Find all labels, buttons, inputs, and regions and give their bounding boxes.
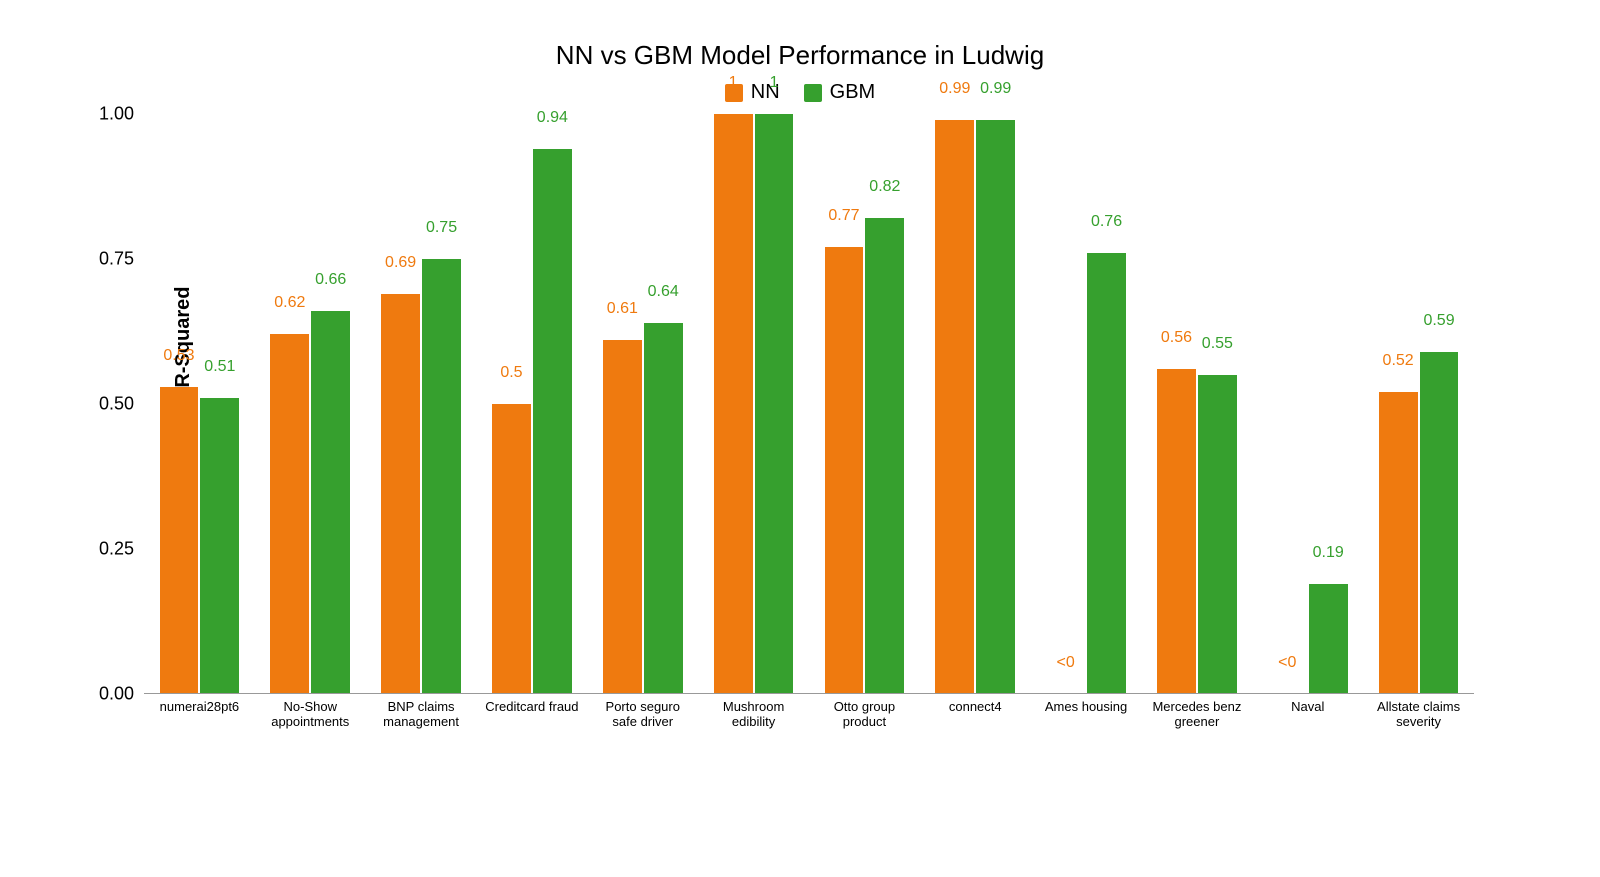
bar-gbm (1087, 253, 1126, 694)
bar-value-label: 0.52 (1383, 352, 1414, 370)
bar-value-label: 0.59 (1423, 312, 1454, 330)
bar-value-label: 0.77 (828, 207, 859, 225)
bar-value-label: 0.76 (1091, 213, 1122, 231)
bar-gbm (200, 398, 239, 694)
legend-label: GBM (830, 81, 876, 104)
x-tick-label: Creditcard fraud (485, 700, 578, 715)
bar-value-label: 0.5 (500, 364, 522, 382)
x-tick-label: Ames housing (1045, 700, 1127, 715)
bar-value-label: 0.55 (1202, 335, 1233, 353)
bar-value-label: 0.99 (980, 80, 1011, 98)
bar-nn (492, 404, 531, 694)
bar-value-label: 0.56 (1161, 329, 1192, 347)
x-tick-label: Allstate claims severity (1377, 700, 1460, 730)
y-tick-label: 0.75 (99, 249, 144, 270)
bar-value-label: 0.19 (1313, 544, 1344, 562)
bar-nn (825, 247, 864, 694)
bar-gbm (1198, 375, 1237, 694)
bar-gbm (644, 323, 683, 694)
bar-nn (714, 114, 753, 694)
legend-swatch (804, 84, 822, 102)
legend: NNGBM (80, 81, 1520, 104)
bar-nn (935, 120, 974, 694)
bar-value-label: 0.99 (939, 80, 970, 98)
bar-gbm (865, 218, 904, 694)
x-tick-label: BNP claims management (383, 700, 459, 730)
bar-nn (381, 294, 420, 694)
bar-value-label: 0.51 (204, 358, 235, 376)
legend-item-gbm: GBM (804, 81, 876, 104)
bar-nn (160, 387, 199, 694)
plot-area: Accuracy/ROC AUC/R-Squared 0.530.510.620… (80, 114, 1474, 754)
bar-value-label: 0.94 (537, 109, 568, 127)
x-tick-label: Naval (1291, 700, 1324, 715)
bar-value-label: 1 (729, 74, 738, 92)
bar-value-label: <0 (1057, 654, 1075, 672)
bar-gbm (311, 311, 350, 694)
bar-nn (270, 334, 309, 694)
bar-gbm (976, 120, 1015, 694)
bar-value-label: 0.75 (426, 219, 457, 237)
bar-value-label: 1 (770, 74, 779, 92)
y-tick-label: 1.00 (99, 104, 144, 125)
plot-inner: 0.530.510.620.660.690.750.50.940.610.641… (144, 114, 1474, 694)
bar-gbm (533, 149, 572, 694)
x-tick-label: connect4 (949, 700, 1002, 715)
x-tick-label: Mercedes benz greener (1152, 700, 1241, 730)
x-tick-label: numerai28pt6 (160, 700, 240, 715)
x-tick-label: Mushroom edibility (723, 700, 784, 730)
bar-nn (1379, 392, 1418, 694)
bar-value-label: 0.66 (315, 271, 346, 289)
bar-gbm (1309, 584, 1348, 694)
chart-title: NN vs GBM Model Performance in Ludwig (80, 40, 1520, 71)
bar-value-label: 0.69 (385, 254, 416, 272)
y-tick-label: 0.00 (99, 684, 144, 705)
bar-value-label: <0 (1278, 654, 1296, 672)
bar-value-label: 0.64 (648, 283, 679, 301)
bar-gbm (422, 259, 461, 694)
bar-value-label: 0.62 (274, 294, 305, 312)
y-tick-label: 0.50 (99, 394, 144, 415)
x-tick-label: No-Show appointments (271, 700, 349, 730)
bar-gbm (1420, 352, 1459, 694)
x-tick-label: Porto seguro safe driver (606, 700, 680, 730)
bar-gbm (755, 114, 794, 694)
bars-layer: 0.530.510.620.660.690.750.50.940.610.641… (144, 114, 1474, 694)
bar-nn (603, 340, 642, 694)
y-tick-label: 0.25 (99, 539, 144, 560)
bar-value-label: 0.61 (607, 300, 638, 318)
bar-value-label: 0.53 (163, 347, 194, 365)
bar-value-label: 0.82 (869, 178, 900, 196)
bar-chart: NN vs GBM Model Performance in Ludwig NN… (80, 40, 1520, 840)
x-axis-baseline (144, 693, 1474, 694)
x-tick-label: Otto group product (834, 700, 895, 730)
bar-nn (1157, 369, 1196, 694)
